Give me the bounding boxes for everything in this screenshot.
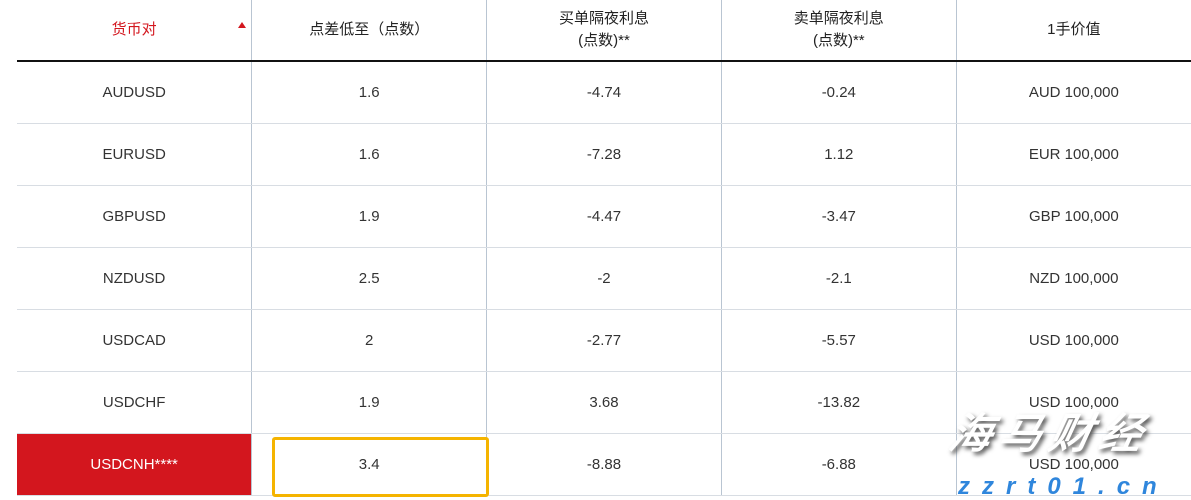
cell-min-spread: 2.5	[251, 247, 487, 310]
cell-currency-pair: NZDUSD	[17, 247, 252, 310]
cell-lot-value: AUD 100,000	[955, 61, 1191, 124]
header-label: 卖单隔夜利息 (点数)**	[793, 10, 884, 49]
sort-ascending-icon[interactable]	[238, 22, 247, 28]
header-label: 点差低至（点数）	[309, 21, 430, 38]
currency-pairs-table: 货币对 点差低至（点数） 买单隔夜利息 (点数)** 卖单隔夜利息 (点数)** 1手价…	[17, 0, 1191, 496]
cell-lot-value: NZD 100,000	[955, 247, 1191, 310]
cell-long-swap: -2	[486, 247, 722, 310]
cell-currency-pair: AUDUSD	[17, 61, 252, 124]
header-long-swap[interactable]: 买单隔夜利息 (点数)**	[486, 0, 722, 62]
watermark-url: zzrt01.cn	[958, 473, 1169, 500]
header-label: 买单隔夜利息 (点数)**	[558, 10, 649, 49]
cell-min-spread: 1.9	[251, 371, 487, 434]
cell-min-spread: 1.6	[251, 61, 487, 124]
cell-long-swap: -7.28	[486, 123, 722, 186]
table-row: USDCHF 1.9 3.68 -13.82 USD 100,000	[17, 371, 1191, 434]
cell-short-swap: 1.12	[720, 123, 957, 186]
cell-short-swap: -5.57	[720, 309, 957, 372]
cell-lot-value: EUR 100,000	[955, 123, 1191, 186]
table-row: EURUSD 1.6 -7.28 1.12 EUR 100,000	[17, 123, 1191, 186]
cell-lot-value: GBP 100,000	[955, 185, 1191, 248]
cell-short-swap: -6.88	[720, 433, 957, 496]
cell-currency-pair: USDCNH****	[17, 433, 252, 496]
cell-currency-pair: USDCAD	[17, 309, 252, 372]
cell-long-swap: -4.47	[486, 185, 722, 248]
header-label: 货币对	[111, 21, 157, 38]
cell-currency-pair: EURUSD	[17, 123, 252, 186]
cell-short-swap: -3.47	[720, 185, 957, 248]
cell-min-spread: 2	[251, 309, 487, 372]
header-currency-pair[interactable]: 货币对	[17, 0, 252, 62]
header-short-swap[interactable]: 卖单隔夜利息 (点数)**	[720, 0, 957, 62]
cell-long-swap: 3.68	[486, 371, 722, 434]
cell-currency-pair: USDCHF	[17, 371, 252, 434]
cell-short-swap: -0.24	[720, 61, 957, 124]
table-row: USDCAD 2 -2.77 -5.57 USD 100,000	[17, 309, 1191, 372]
header-min-spread[interactable]: 点差低至（点数）	[251, 0, 487, 62]
table-row: USDCNH**** 3.4 -8.88 -6.88 USD 100,000	[17, 433, 1191, 496]
cell-min-spread: 1.9	[251, 185, 487, 248]
cell-min-spread: 1.6	[251, 123, 487, 186]
table-row: AUDUSD 1.6 -4.74 -0.24 AUD 100,000	[17, 61, 1191, 124]
cell-lot-value: USD 100,000	[955, 371, 1191, 434]
cell-short-swap: -2.1	[720, 247, 957, 310]
cell-long-swap: -2.77	[486, 309, 722, 372]
watermark-logo: 海马财经	[945, 410, 1156, 457]
cell-currency-pair: GBPUSD	[17, 185, 252, 248]
cell-long-swap: -4.74	[486, 61, 722, 124]
cell-lot-value: USD 100,000	[955, 433, 1191, 496]
cell-lot-value: USD 100,000	[955, 309, 1191, 372]
cell-min-spread: 3.4	[251, 433, 487, 496]
table-row: GBPUSD 1.9 -4.47 -3.47 GBP 100,000	[17, 185, 1191, 248]
cell-long-swap: -8.88	[486, 433, 722, 496]
table-row: NZDUSD 2.5 -2 -2.1 NZD 100,000	[17, 247, 1191, 310]
cell-short-swap: -13.82	[720, 371, 957, 434]
header-label: 1手价值	[1047, 21, 1101, 38]
header-lot-value[interactable]: 1手价值	[955, 0, 1191, 62]
